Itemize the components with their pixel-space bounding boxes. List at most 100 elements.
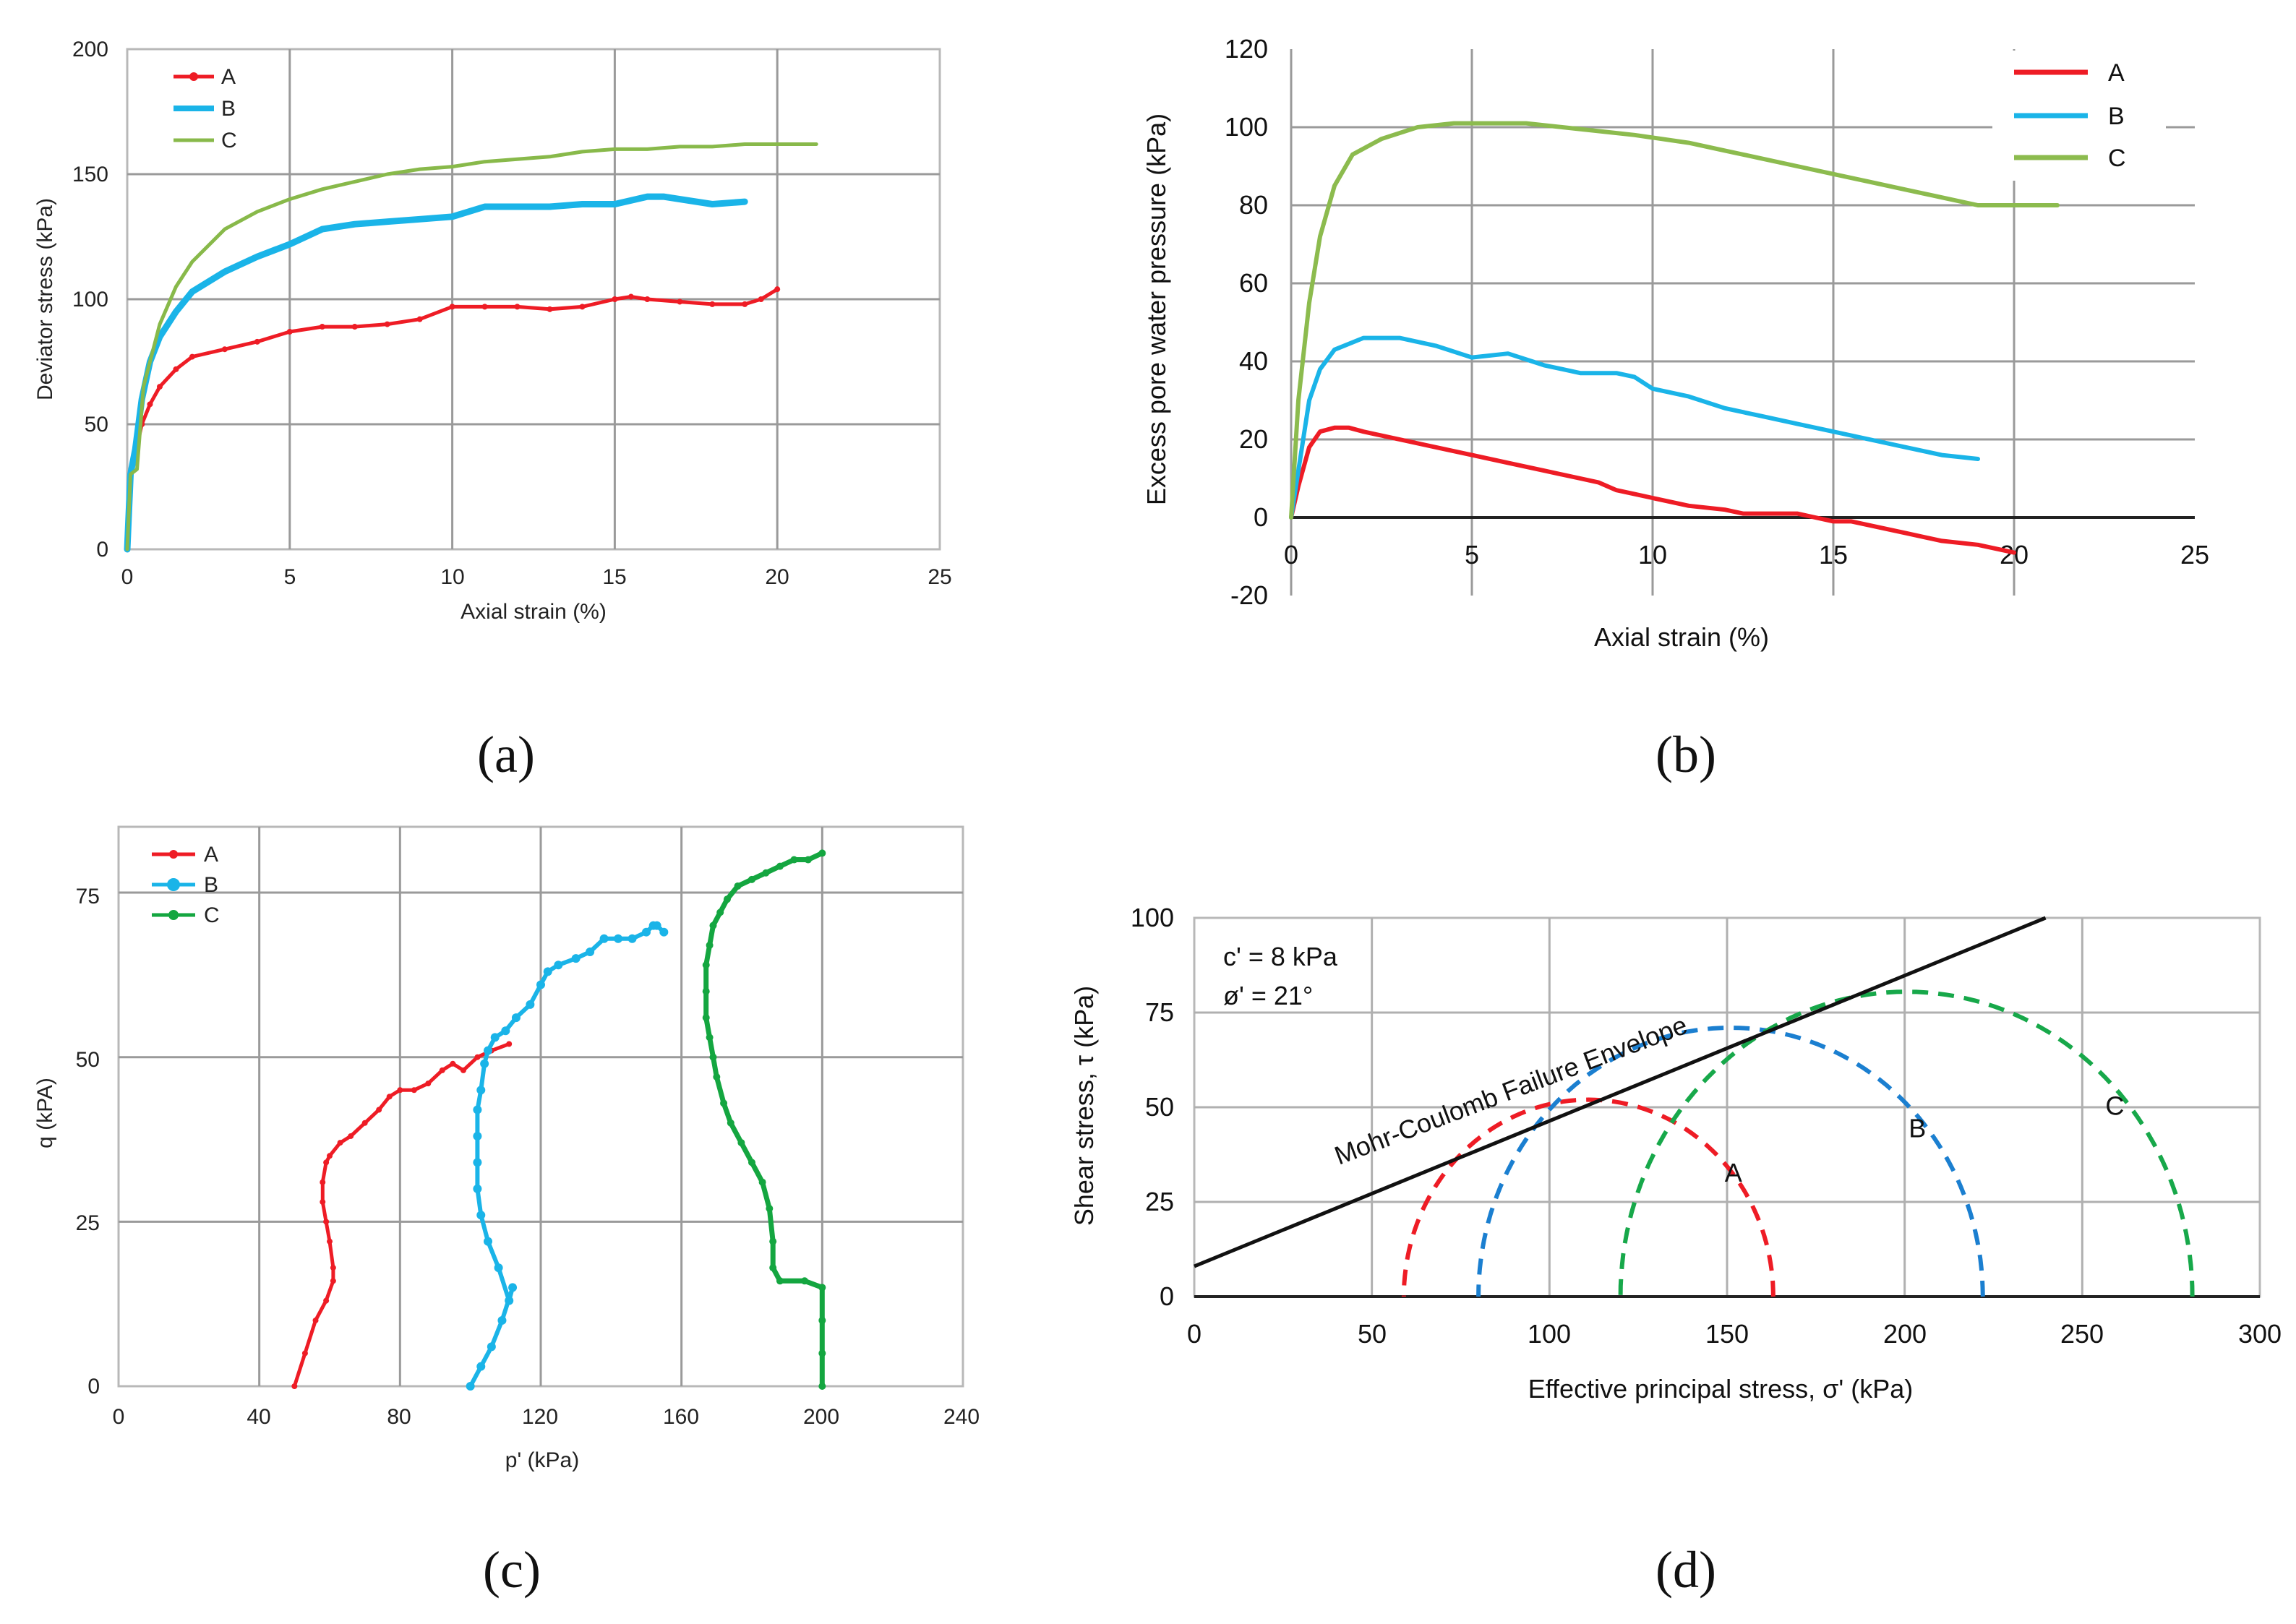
data-point-C (734, 882, 742, 890)
y-axis-label-d: Shear stress, τ (kPa) (1069, 986, 1099, 1226)
data-point-C (702, 961, 710, 969)
data-point-A (644, 296, 651, 302)
legend-label-A: A (204, 843, 218, 867)
y-tick-label: -20 (1230, 580, 1268, 610)
legend-label-B: B (221, 97, 236, 121)
y-tick-label: 0 (1160, 1281, 1174, 1311)
data-point-C (709, 1053, 717, 1061)
y-ticks-d: 0 25 50 75 100 (1131, 903, 1174, 1311)
data-point-B (484, 1046, 492, 1055)
data-point-B (571, 954, 581, 963)
x-ticks-b: 0 5 10 15 20 25 (1284, 540, 2209, 570)
y-tick-label: 0 (87, 1375, 100, 1399)
data-point-B (642, 927, 651, 937)
data-point-C (748, 1159, 755, 1167)
x-axis-label-b: Axial strain (%) (1594, 622, 1769, 652)
data-point-B (476, 1362, 486, 1371)
y-tick-label: 20 (1239, 424, 1268, 454)
data-point-C (762, 869, 770, 877)
legend-c: A B C (152, 843, 220, 927)
legend-label-B: B (2108, 103, 2125, 130)
y-tick-label: 75 (1145, 997, 1174, 1027)
data-point-C (776, 1277, 784, 1285)
x-tick-label: 50 (1358, 1319, 1387, 1349)
data-point-B (473, 1131, 482, 1140)
data-point-B (526, 1000, 535, 1009)
series-line-C (703, 850, 825, 1389)
data-point-C (801, 1277, 808, 1285)
data-point-B (473, 1184, 482, 1193)
mohr-circle-A (1401, 1097, 1775, 1297)
data-point-A (397, 1087, 403, 1094)
data-point-A (320, 1179, 326, 1185)
data-point-C (702, 1014, 710, 1022)
legend-b: A B C (1992, 51, 2166, 181)
data-point-A (156, 384, 163, 390)
data-point-A (323, 1297, 330, 1304)
data-point-B (473, 1105, 482, 1114)
data-point-C (706, 941, 714, 949)
mohr-circle-label-B: B (1909, 1113, 1926, 1143)
data-point-A (301, 1350, 308, 1357)
x-ticks-a: 0 5 10 15 20 25 (121, 565, 952, 589)
y-tick-label: 100 (72, 288, 108, 312)
x-tick-label: 0 (113, 1405, 125, 1429)
data-point-A (254, 338, 260, 345)
data-point-C (723, 895, 731, 903)
x-ticks-d: 0 50 100 150 200 250 300 (1187, 1319, 2282, 1349)
legend-a: A B C (174, 65, 237, 152)
x-tick-label: 40 (247, 1405, 270, 1429)
data-point-A (320, 1199, 326, 1206)
data-point-A (327, 1153, 333, 1159)
data-point-A (327, 1238, 333, 1245)
x-tick-label: 5 (284, 565, 296, 589)
data-point-A (173, 366, 179, 372)
y-tick-label: 0 (96, 538, 108, 562)
panel-label-d: (d) (1655, 1541, 1716, 1599)
data-point-A (481, 304, 488, 310)
friction-angle-annotation: ø' = 21° (1223, 981, 1313, 1010)
data-point-A (337, 1140, 343, 1146)
data-point-C (737, 1139, 745, 1147)
x-tick-label: 15 (1819, 540, 1848, 570)
y-ticks-b: -20 0 20 40 60 80 100 120 (1225, 34, 1268, 610)
x-tick-label: 300 (2238, 1319, 2282, 1349)
legend-label-C: C (221, 129, 237, 152)
x-tick-label: 0 (1284, 540, 1298, 570)
chart-panel-a: 0 5 10 15 20 25 0 50 100 150 200 Axial s… (33, 38, 952, 783)
x-tick-label: 240 (943, 1405, 980, 1429)
data-point-A (439, 1067, 445, 1073)
data-point-C (766, 1205, 774, 1213)
data-point-B (484, 1237, 492, 1246)
x-tick-label: 160 (663, 1405, 699, 1429)
data-point-C (818, 1349, 826, 1357)
series-line-A (1289, 425, 2016, 555)
y-tick-label: 150 (72, 163, 108, 186)
y-tick-label: 50 (85, 413, 108, 437)
x-tick-label: 100 (1528, 1319, 1571, 1349)
data-point-B (627, 934, 637, 943)
data-point-A (348, 1133, 354, 1139)
data-point-A (376, 1107, 382, 1113)
panel-label-a: (a) (477, 726, 535, 783)
x-axis-label-a: Axial strain (%) (461, 600, 607, 624)
y-tick-label: 0 (1254, 502, 1268, 532)
data-point-A (416, 316, 423, 322)
envelope-label: Mohr-Coulomb Failure Envelope (1330, 1010, 1691, 1170)
data-point-A (425, 1080, 432, 1087)
data-point-B (494, 1263, 503, 1273)
legend-label-B: B (204, 873, 218, 897)
series-line-B (1289, 335, 1980, 520)
data-point-A (147, 401, 153, 408)
data-point-C (716, 908, 724, 916)
y-axis-label-b: Excess pore water pressure (kPa) (1141, 113, 1171, 505)
y-tick-label: 100 (1225, 112, 1268, 142)
mohr-circle-C (1618, 989, 2195, 1297)
data-point-C (713, 1073, 721, 1081)
y-tick-label: 50 (76, 1048, 100, 1072)
data-point-C (748, 875, 755, 883)
legend-label-C: C (2108, 145, 2126, 172)
grid-c (119, 827, 963, 1386)
series-line-A (125, 287, 779, 551)
